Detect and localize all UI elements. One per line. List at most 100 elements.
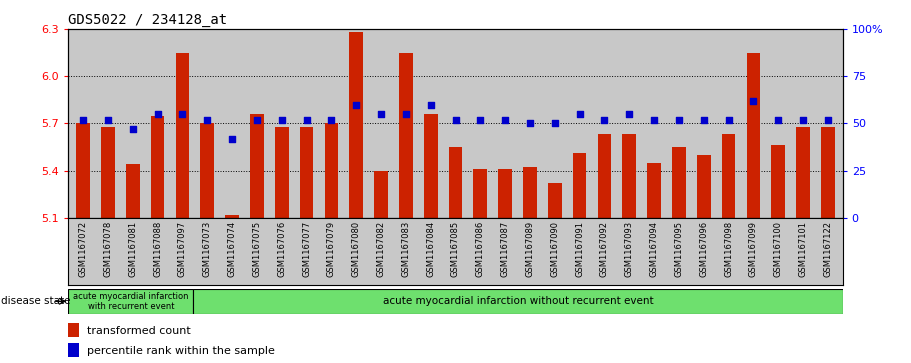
Bar — [449, 147, 462, 218]
Point — [523, 121, 537, 126]
Text: GSM1167091: GSM1167091 — [575, 221, 584, 277]
Text: GSM1167085: GSM1167085 — [451, 221, 460, 277]
Bar — [647, 163, 660, 218]
Bar — [746, 53, 760, 218]
Text: GSM1167099: GSM1167099 — [749, 221, 758, 277]
Bar — [474, 169, 487, 218]
Text: GSM1167087: GSM1167087 — [501, 221, 509, 277]
Text: GSM1167097: GSM1167097 — [178, 221, 187, 277]
Text: GSM1167075: GSM1167075 — [252, 221, 261, 277]
Point — [597, 117, 611, 123]
Text: GSM1167077: GSM1167077 — [302, 221, 311, 277]
Text: GSM1167082: GSM1167082 — [376, 221, 385, 277]
Bar — [772, 146, 785, 218]
Point — [722, 117, 736, 123]
Point — [101, 117, 116, 123]
Point — [76, 117, 90, 123]
Point — [175, 111, 189, 117]
Point — [274, 117, 289, 123]
Point — [374, 111, 388, 117]
Text: disease state: disease state — [1, 296, 70, 306]
Bar — [598, 134, 611, 218]
Text: GSM1167101: GSM1167101 — [798, 221, 807, 277]
Text: percentile rank within the sample: percentile rank within the sample — [87, 346, 275, 356]
Text: GSM1167094: GSM1167094 — [650, 221, 659, 277]
Text: GSM1167078: GSM1167078 — [104, 221, 113, 277]
Bar — [126, 164, 139, 218]
Point — [671, 117, 686, 123]
Text: GSM1167073: GSM1167073 — [203, 221, 212, 277]
Bar — [176, 53, 189, 218]
Bar — [251, 114, 264, 218]
Text: GSM1167092: GSM1167092 — [600, 221, 609, 277]
Bar — [193, 289, 843, 314]
Point — [548, 121, 562, 126]
Point — [300, 117, 314, 123]
Point — [473, 117, 487, 123]
Point — [200, 117, 215, 123]
Text: GSM1167083: GSM1167083 — [402, 221, 410, 277]
Point — [150, 111, 165, 117]
Point — [771, 117, 785, 123]
Text: GSM1167098: GSM1167098 — [724, 221, 733, 277]
Bar — [722, 134, 735, 218]
Text: GSM1167095: GSM1167095 — [674, 221, 683, 277]
Text: GSM1167081: GSM1167081 — [128, 221, 138, 277]
Point — [497, 117, 512, 123]
Bar — [68, 343, 79, 357]
Text: GSM1167080: GSM1167080 — [352, 221, 361, 277]
Text: GSM1167093: GSM1167093 — [625, 221, 634, 277]
Bar — [68, 289, 193, 314]
Bar — [374, 171, 388, 218]
Point — [795, 117, 810, 123]
Point — [572, 111, 587, 117]
Point — [696, 117, 711, 123]
Bar — [324, 123, 338, 218]
Bar — [622, 134, 636, 218]
Point — [126, 126, 140, 132]
Bar — [300, 127, 313, 218]
Point — [746, 98, 761, 104]
Bar — [68, 323, 79, 338]
Bar — [523, 167, 537, 218]
Text: GSM1167086: GSM1167086 — [476, 221, 485, 277]
Text: GSM1167096: GSM1167096 — [699, 221, 708, 277]
Bar — [399, 53, 413, 218]
Point — [399, 111, 414, 117]
Bar — [498, 169, 512, 218]
Text: GSM1167100: GSM1167100 — [773, 221, 783, 277]
Bar — [821, 127, 834, 218]
Point — [448, 117, 463, 123]
Bar — [350, 32, 363, 218]
Bar — [573, 153, 587, 218]
Point — [647, 117, 661, 123]
Text: GSM1167122: GSM1167122 — [824, 221, 833, 277]
Bar — [151, 115, 165, 218]
Text: GSM1167089: GSM1167089 — [526, 221, 535, 277]
Bar — [697, 155, 711, 218]
Text: GSM1167072: GSM1167072 — [78, 221, 87, 277]
Bar — [424, 114, 437, 218]
Bar — [672, 147, 686, 218]
Text: acute myocardial infarction without recurrent event: acute myocardial infarction without recu… — [383, 296, 653, 306]
Bar — [548, 183, 561, 218]
Text: GDS5022 / 234128_at: GDS5022 / 234128_at — [68, 13, 228, 26]
Text: GSM1167074: GSM1167074 — [228, 221, 237, 277]
Text: GSM1167084: GSM1167084 — [426, 221, 435, 277]
Text: GSM1167088: GSM1167088 — [153, 221, 162, 277]
Bar — [275, 127, 289, 218]
Point — [821, 117, 835, 123]
Point — [250, 117, 264, 123]
Point — [349, 102, 363, 107]
Text: GSM1167090: GSM1167090 — [550, 221, 559, 277]
Text: transformed count: transformed count — [87, 326, 191, 336]
Point — [324, 117, 339, 123]
Text: acute myocardial infarction
with recurrent event: acute myocardial infarction with recurre… — [73, 291, 189, 311]
Bar — [225, 215, 239, 218]
Bar — [101, 127, 115, 218]
Bar — [200, 123, 214, 218]
Point — [622, 111, 637, 117]
Point — [225, 136, 240, 142]
Bar — [77, 123, 90, 218]
Text: GSM1167076: GSM1167076 — [277, 221, 286, 277]
